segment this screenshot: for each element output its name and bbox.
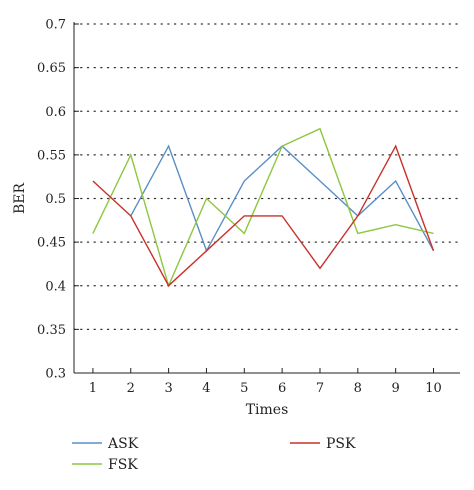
x-tick-label: 4 bbox=[202, 381, 210, 396]
x-tick-label: 2 bbox=[127, 381, 135, 396]
legend-label: ASK bbox=[107, 436, 139, 452]
x-tick-label: 7 bbox=[316, 381, 324, 396]
y-tick-label: 0.7 bbox=[45, 18, 66, 33]
y-tick-label: 0.35 bbox=[37, 323, 66, 338]
series-line-fsk bbox=[92, 127, 434, 288]
y-axis-label: BER bbox=[12, 183, 28, 215]
x-tick-label: 9 bbox=[392, 381, 400, 396]
y-tick-label: 0.65 bbox=[37, 61, 66, 76]
y-tick-label: 0.55 bbox=[37, 148, 66, 163]
x-axis-label: Times bbox=[246, 402, 289, 418]
legend-label: PSK bbox=[326, 436, 356, 452]
legend-label: FSK bbox=[108, 457, 138, 473]
y-tick-label: 0.3 bbox=[45, 367, 66, 382]
y-tick-label: 0.5 bbox=[45, 192, 66, 207]
y-axis-ticks: 0.3 0.35 0.4 0.45 0.5 0.55 0.6 0.65 0.7 bbox=[37, 18, 79, 382]
y-tick-label: 0.4 bbox=[45, 279, 66, 294]
y-tick-label: 0.6 bbox=[45, 105, 66, 120]
x-tick-label: 10 bbox=[425, 381, 442, 396]
x-tick-label: 5 bbox=[240, 381, 248, 396]
legend-item-fsk: FSK bbox=[72, 457, 138, 473]
x-tick-label: 8 bbox=[354, 381, 362, 396]
x-tick-label: 1 bbox=[89, 381, 97, 396]
x-axis-ticks: 1 2 3 4 5 6 7 8 9 10 bbox=[89, 368, 442, 396]
legend-item-ask: ASK bbox=[72, 436, 139, 452]
legend: ASK FSK PSK bbox=[72, 436, 356, 473]
legend-item-psk: PSK bbox=[290, 436, 356, 452]
plot-frame bbox=[73, 22, 460, 374]
y-tick-label: 0.45 bbox=[37, 236, 66, 251]
series-line-psk bbox=[92, 144, 435, 287]
x-tick-label: 6 bbox=[278, 381, 286, 396]
x-tick-label: 3 bbox=[164, 381, 172, 396]
series-lines bbox=[92, 127, 435, 288]
gridlines bbox=[73, 23, 461, 330]
